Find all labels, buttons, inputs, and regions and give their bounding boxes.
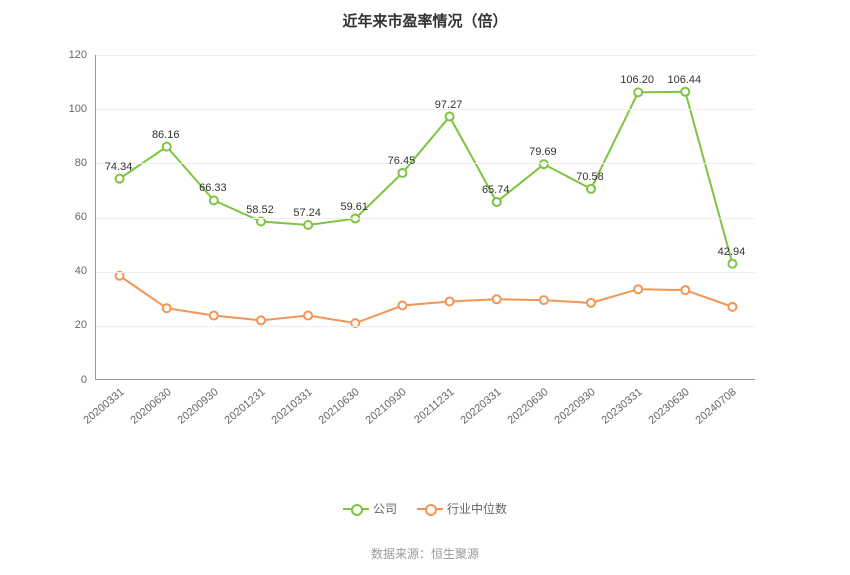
pe-chart-container: 近年来市盈率情况（倍） 公司 行业中位数 数据来源：恒生聚源 0 20 40 60 80 1… [0,0,850,575]
x-tick-label: 20210630 [317,386,362,427]
series-marker [728,260,736,268]
x-tick-label: 20211231 [412,386,457,426]
source-label: 数据来源： [371,547,431,561]
chart-title: 近年来市盈率情况（倍） [0,10,850,31]
gridline [96,218,755,219]
data-label: 70.58 [576,171,604,183]
data-label: 79.69 [529,146,557,158]
legend-item[interactable]: 行业中位数 [417,500,507,517]
legend: 公司 行业中位数 [0,500,850,518]
series-marker [351,215,359,223]
data-label: 106.20 [620,74,654,86]
series-marker [257,218,265,226]
y-tick-label: 40 [55,265,87,277]
gridline [96,272,755,273]
legend-label: 公司 [373,500,397,517]
gridline [96,109,755,110]
series-marker [398,169,406,177]
series-marker [587,185,595,193]
data-label: 86.16 [152,129,180,141]
x-tick-label: 20200331 [81,386,126,427]
y-tick-label: 100 [55,103,87,115]
gridline [96,163,755,164]
series-marker [210,196,218,204]
series-marker [163,143,171,151]
x-tick-label: 20210331 [270,386,315,427]
series-marker [116,272,124,280]
y-tick-label: 120 [55,49,87,61]
data-label: 66.33 [199,182,227,194]
series-marker [163,304,171,312]
series-marker [540,296,548,304]
data-label: 58.52 [246,204,274,216]
gridline [96,326,755,327]
series-marker [210,312,218,320]
series-marker [493,198,501,206]
legend-marker [343,503,369,515]
x-tick-label: 20230331 [600,386,645,427]
data-label: 42.94 [718,246,746,258]
series-marker [681,88,689,96]
series-marker [681,286,689,294]
x-tick-label: 20200930 [175,386,220,427]
gridline [96,55,755,56]
data-label: 76.45 [388,155,416,167]
x-tick-label: 20240708 [694,386,739,427]
legend-marker [417,503,443,515]
data-label: 74.34 [105,161,133,173]
data-label: 59.61 [341,201,369,213]
series-marker [116,175,124,183]
series-marker [304,221,312,229]
series-marker [634,88,642,96]
y-tick-label: 0 [55,374,87,386]
x-tick-label: 20230630 [647,386,692,427]
data-label: 65.74 [482,184,510,196]
source-value: 恒生聚源 [431,547,479,561]
data-label: 57.24 [293,207,321,219]
series-marker [634,285,642,293]
x-tick-label: 20201231 [222,386,267,427]
data-label: 97.27 [435,99,463,111]
series-marker [446,113,454,121]
data-source: 数据来源：恒生聚源 [0,545,850,562]
data-label: 106.44 [667,74,701,86]
legend-label: 行业中位数 [447,500,507,517]
series-marker [728,303,736,311]
series-marker [446,297,454,305]
series-marker [257,316,265,324]
y-tick-label: 80 [55,157,87,169]
legend-item[interactable]: 公司 [343,500,397,517]
series-marker [587,299,595,307]
y-tick-label: 60 [55,211,87,223]
x-tick-label: 20220331 [458,386,503,427]
x-tick-label: 20220630 [505,386,550,427]
plot-area [95,55,755,380]
series-marker [493,295,501,303]
x-tick-label: 20200630 [128,386,173,427]
series-marker [398,302,406,310]
x-tick-label: 20220930 [552,386,597,427]
series-marker [304,312,312,320]
x-tick-label: 20210930 [364,386,409,427]
y-tick-label: 20 [55,319,87,331]
series-line [120,92,733,264]
